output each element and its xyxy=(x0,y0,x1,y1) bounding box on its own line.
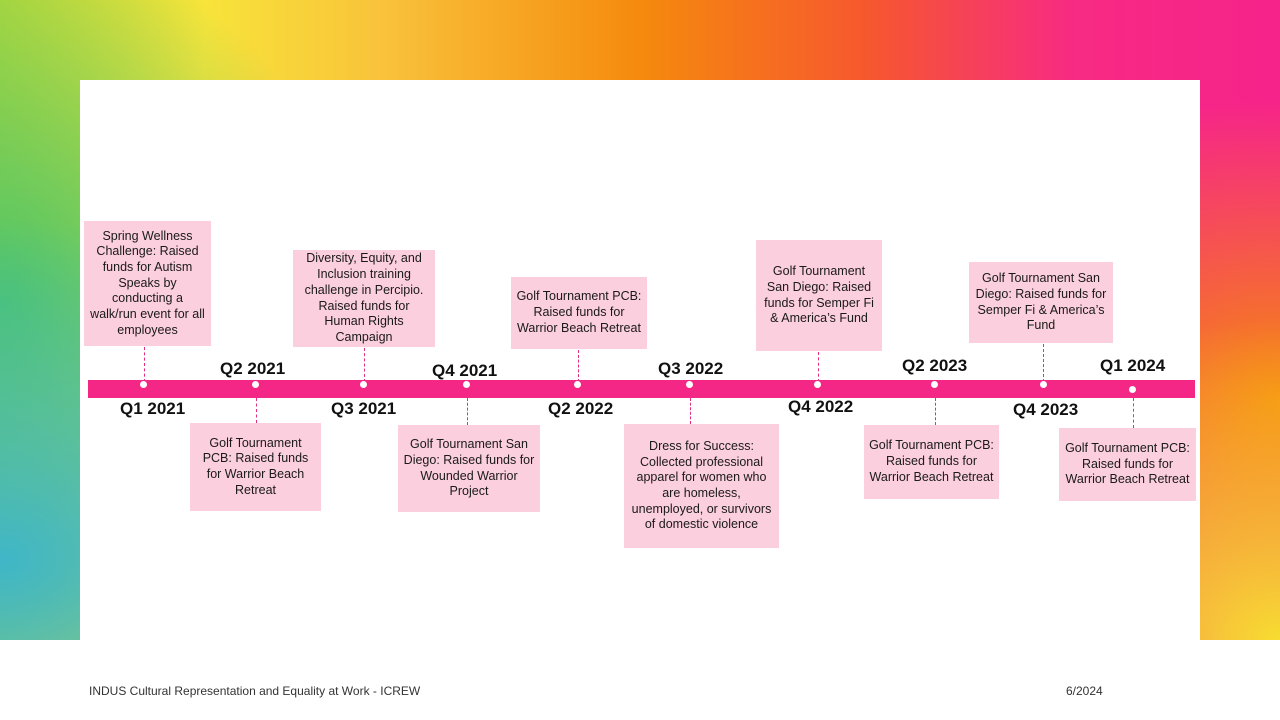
event-box-q3-2021: Diversity, Equity, and Inclusion trainin… xyxy=(293,250,435,347)
event-box-q1-2024: Golf Tournament PCB: Raised funds for Wa… xyxy=(1059,428,1196,501)
timeline-marker xyxy=(1040,381,1047,388)
event-connector xyxy=(467,398,468,425)
event-connector xyxy=(1133,398,1134,428)
event-connector xyxy=(935,398,936,425)
event-box-q4-2023: Golf Tournament San Diego: Raised funds … xyxy=(969,262,1113,343)
timeline-marker xyxy=(252,381,259,388)
timeline-marker xyxy=(931,381,938,388)
timeline-marker xyxy=(814,381,821,388)
event-box-q2-2021: Golf Tournament PCB: Raised funds for Wa… xyxy=(190,423,321,511)
quarter-label-q4-2021: Q4 2021 xyxy=(432,361,498,380)
quarter-label-q1-2024: Q1 2024 xyxy=(1100,356,1166,375)
quarter-label-q2-2023: Q2 2023 xyxy=(902,356,968,375)
timeline-marker xyxy=(360,381,367,388)
event-connector xyxy=(690,398,691,424)
event-box-q4-2022: Golf Tournament San Diego: Raised funds … xyxy=(756,240,882,351)
event-connector xyxy=(578,350,579,382)
event-connector xyxy=(144,347,145,382)
event-box-q1-2021: Spring Wellness Challenge: Raised funds … xyxy=(84,221,211,346)
footer-org-name: INDUS Cultural Representation and Equali… xyxy=(89,684,421,698)
quarter-label-q2-2022: Q2 2022 xyxy=(548,399,614,418)
quarter-label-q4-2023: Q4 2023 xyxy=(1013,400,1079,419)
quarter-label-q2-2021: Q2 2021 xyxy=(220,359,286,378)
event-connector xyxy=(818,352,819,382)
quarter-label-q3-2021: Q3 2021 xyxy=(331,399,397,418)
timeline-marker xyxy=(140,381,147,388)
quarter-label-q4-2022: Q4 2022 xyxy=(788,397,854,416)
timeline-marker xyxy=(686,381,693,388)
event-box-q2-2022: Golf Tournament PCB: Raised funds for Wa… xyxy=(511,277,647,349)
timeline-marker xyxy=(463,381,470,388)
quarter-label-q3-2022: Q3 2022 xyxy=(658,359,724,378)
timeline-marker xyxy=(574,381,581,388)
event-box-q3-2022: Dress for Success: Collected professiona… xyxy=(624,424,779,548)
timeline-marker xyxy=(1129,386,1136,393)
event-box-q4-2021: Golf Tournament San Diego: Raised funds … xyxy=(398,425,540,512)
event-connector xyxy=(364,348,365,382)
event-connector xyxy=(1043,344,1044,382)
footer-date: 6/2024 xyxy=(1066,684,1103,698)
quarter-label-q1-2021: Q1 2021 xyxy=(120,399,186,418)
event-box-q2-2023: Golf Tournament PCB: Raised funds for Wa… xyxy=(864,425,999,499)
event-connector xyxy=(256,398,257,423)
